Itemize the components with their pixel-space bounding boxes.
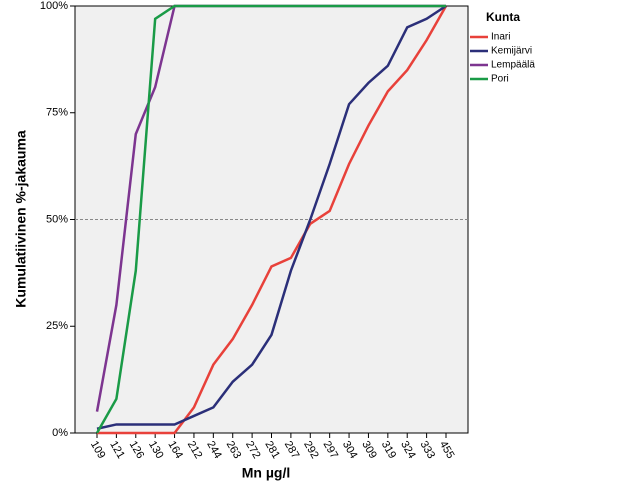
x-tick-label: 319	[379, 439, 399, 461]
x-tick-label: 164	[165, 439, 185, 461]
series-line	[95, 4, 446, 434]
x-tick-label: 287	[282, 439, 302, 461]
x-tick-label: 324	[398, 439, 418, 461]
x-tick-label: 126	[127, 439, 147, 461]
x-tick-label: 304	[340, 439, 360, 461]
x-tick-label: 297	[321, 439, 341, 461]
y-tick-label: 75%	[46, 107, 68, 119]
y-tick-label: 25%	[46, 320, 68, 332]
x-tick-label: 121	[107, 439, 127, 461]
x-tick-label: 455	[437, 439, 457, 461]
legend-title: Kunta	[486, 10, 520, 24]
x-tick-label: 272	[243, 439, 263, 461]
series-line	[97, 5, 448, 435]
legend-label: Lempäälä	[491, 60, 535, 71]
x-tick-label: 130	[146, 439, 166, 461]
legend-label: Inari	[491, 32, 510, 43]
x-tick-label: 281	[262, 439, 282, 461]
series-line	[96, 4, 447, 430]
y-tick-label: 50%	[46, 213, 68, 225]
legend-label: Pori	[491, 74, 509, 85]
x-tick-label: 263	[224, 439, 244, 461]
y-tick-label: 100%	[40, 0, 68, 12]
legend-label: Kemijärvi	[491, 46, 532, 57]
x-tick-label: 244	[204, 439, 224, 461]
x-axis-title: Mn µg/l	[242, 465, 291, 481]
x-tick-label: 109	[88, 439, 108, 461]
x-tick-label: 333	[417, 439, 437, 461]
y-tick-label: 0%	[52, 427, 68, 439]
y-axis-title: Kumulatiivinen %-jakauma	[13, 130, 29, 308]
x-tick-label: 309	[359, 439, 379, 461]
x-tick-label: 212	[185, 439, 205, 461]
x-tick-label: 292	[301, 439, 321, 461]
